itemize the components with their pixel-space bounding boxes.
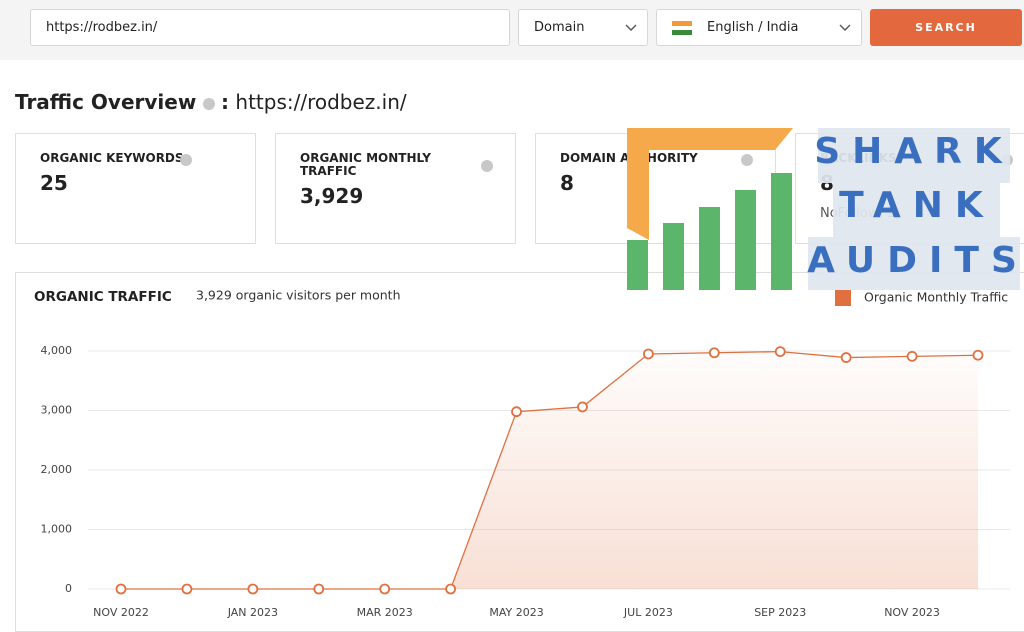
x-tick-label: JAN 2023 xyxy=(227,606,278,619)
logo-box xyxy=(818,128,1010,183)
mode-text: Domain xyxy=(534,20,585,35)
url-input[interactable]: https://rodbez.in/ xyxy=(30,9,510,46)
locale-text: English / India xyxy=(707,20,799,35)
chevron xyxy=(625,24,637,31)
stat-card: ORGANIC KEYWORDS 25 xyxy=(15,133,256,244)
chart-subtitle: 3,929 organic visitors per month xyxy=(196,288,401,303)
help-icon xyxy=(481,160,493,172)
help-icon xyxy=(180,154,192,166)
separator: : xyxy=(221,90,230,114)
logo-bars xyxy=(627,173,792,290)
point xyxy=(181,583,193,595)
logo-text: SHARK xyxy=(814,131,1014,172)
point xyxy=(313,583,325,595)
search-button[interactable]: SEARCH xyxy=(870,9,1022,46)
point xyxy=(642,348,654,360)
legend-swatch xyxy=(835,290,851,306)
x-tick-label: NOV 2022 xyxy=(93,606,149,619)
x-tick-label: NOV 2023 xyxy=(884,606,940,619)
locale-select[interactable]: English / India xyxy=(656,9,862,46)
card-value: 8 xyxy=(560,171,574,195)
legend-label: Organic Monthly Traffic xyxy=(864,290,1008,305)
x-tick-label: MAR 2023 xyxy=(357,606,413,619)
help-icon xyxy=(202,98,215,110)
point xyxy=(577,401,588,413)
point xyxy=(445,583,457,595)
help-icon xyxy=(741,154,753,166)
y-tick-label: 4,000 xyxy=(41,344,73,357)
point xyxy=(379,583,391,595)
x-tick-label: JUL 2023 xyxy=(623,606,673,619)
y-tick-label: 0 xyxy=(65,582,72,595)
point xyxy=(972,349,984,361)
point xyxy=(906,350,918,362)
area xyxy=(121,351,978,589)
point xyxy=(840,352,852,363)
mode-select[interactable]: Domain xyxy=(518,9,648,46)
y-tick-label: 2,000 xyxy=(41,463,73,476)
card-value: 25 xyxy=(40,171,68,195)
point xyxy=(774,346,786,357)
card-value: 3,929 xyxy=(300,184,364,208)
x-tick-label: MAY 2023 xyxy=(489,606,543,619)
y-tick-label: 3,000 xyxy=(41,404,73,417)
x-tick-label: SEP 2023 xyxy=(754,606,806,619)
point xyxy=(115,583,127,595)
logo-bracket xyxy=(627,128,793,240)
flag xyxy=(672,21,692,35)
overview-heading: Traffic Overview : https://rodbez.in/ xyxy=(15,90,407,114)
chevron xyxy=(839,24,851,31)
logo-box xyxy=(833,183,1000,237)
stat-card: ORGANIC MONTHLY TRAFFIC 3,929 xyxy=(275,133,516,244)
overview-title: Traffic Overview xyxy=(15,90,197,114)
logo-text: AUDITS xyxy=(807,240,1024,281)
card-label: ORGANIC MONTHLY TRAFFIC xyxy=(300,151,431,178)
overview-domain: https://rodbez.in/ xyxy=(235,90,407,114)
point xyxy=(708,347,720,359)
url-text: https://rodbez.in/ xyxy=(46,20,158,35)
logo-box xyxy=(808,237,1020,290)
chart-title: ORGANIC TRAFFIC xyxy=(34,289,172,305)
line xyxy=(121,350,979,590)
y-tick-label: 1,000 xyxy=(41,523,73,536)
card-label: ORGANIC KEYWORDS xyxy=(40,151,184,165)
logo-text: TANK xyxy=(839,185,995,226)
point xyxy=(247,583,259,595)
point xyxy=(511,406,522,418)
